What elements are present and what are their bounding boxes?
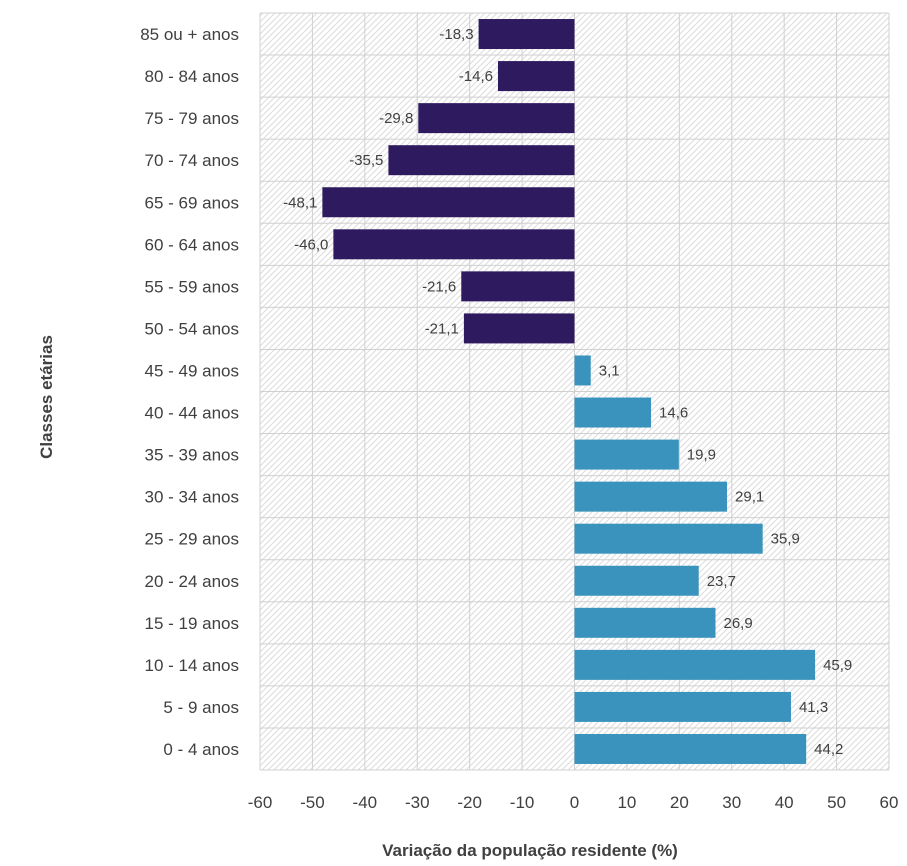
x-tick-label: -40 — [353, 793, 378, 812]
bar — [333, 229, 575, 260]
x-tick-label: -50 — [300, 793, 325, 812]
category-label: 80 - 84 anos — [144, 67, 239, 86]
bar-value-label: 19,9 — [687, 447, 716, 464]
bar-value-label: -35,5 — [349, 152, 383, 169]
bar — [574, 733, 807, 764]
y-axis-title: Classes etárias — [37, 335, 56, 459]
bar-value-label: 35,9 — [771, 531, 800, 548]
bar — [574, 481, 728, 512]
category-label: 20 - 24 anos — [144, 572, 239, 591]
category-labels: 85 ou + anos 80 - 84 anos 75 - 79 anos 70 -… — [140, 25, 239, 759]
bar-value-label: 26,9 — [724, 615, 753, 632]
bar-value-label: 45,9 — [823, 657, 852, 674]
category-label: 10 - 14 anos — [144, 656, 239, 675]
bar — [497, 61, 575, 92]
bar-value-label: -21,6 — [422, 278, 456, 295]
category-label: 60 - 64 anos — [144, 235, 239, 254]
bar — [574, 523, 763, 554]
category-label: 15 - 19 anos — [144, 614, 239, 633]
category-label: 0 - 4 anos — [163, 740, 239, 759]
bar-value-label: -18,3 — [439, 26, 473, 43]
category-label: 25 - 29 anos — [144, 530, 239, 549]
gridlines — [259, 12, 890, 771]
x-tick-label: 50 — [827, 793, 846, 812]
bar-value-label: -29,8 — [379, 110, 413, 127]
bar-value-label: -46,0 — [294, 236, 328, 253]
x-tick-label: -20 — [457, 793, 482, 812]
bar-value-label: 44,2 — [814, 741, 843, 758]
category-label: 45 - 49 anos — [144, 361, 239, 380]
bar — [574, 355, 591, 386]
bar-value-label: -48,1 — [283, 194, 317, 211]
x-tick-label: 40 — [775, 793, 794, 812]
bar-value-label: 14,6 — [659, 405, 688, 422]
bar — [388, 145, 575, 176]
bar — [478, 19, 575, 50]
x-tick-label: -60 — [248, 793, 273, 812]
bar — [574, 649, 816, 680]
category-label: 50 - 54 anos — [144, 319, 239, 338]
category-label: 40 - 44 anos — [144, 404, 239, 423]
bars: -18,3 -14,6 -29,8 -35,5 -48,1 -46,0 -21,6 -21,1… — [283, 19, 852, 764]
bar — [322, 187, 575, 218]
bar — [418, 103, 575, 134]
category-label: 65 - 69 anos — [144, 193, 239, 212]
bar-value-label: 3,1 — [599, 362, 620, 379]
x-axis-title: Variação da população residente (%) — [382, 841, 678, 860]
category-label: 75 - 79 anos — [144, 109, 239, 128]
x-tick-label: -10 — [510, 793, 535, 812]
bar-value-label: 29,1 — [735, 489, 764, 506]
bar — [463, 313, 575, 344]
x-tick-label: 10 — [617, 793, 636, 812]
bar — [574, 439, 679, 470]
category-label: 5 - 9 anos — [163, 698, 239, 717]
bar — [461, 271, 575, 302]
category-label: 35 - 39 anos — [144, 446, 239, 465]
bar-value-label: -21,1 — [425, 320, 459, 337]
category-label: 30 - 34 anos — [144, 488, 239, 507]
bar — [574, 691, 791, 722]
category-label: 70 - 74 anos — [144, 151, 239, 170]
x-tick-label: 20 — [670, 793, 689, 812]
x-tick-label: 0 — [570, 793, 579, 812]
x-tick-label: -30 — [405, 793, 430, 812]
bar — [574, 565, 699, 596]
x-tick-label: 30 — [722, 793, 741, 812]
x-tick-labels: -60 -50 -40 -30 -20 -10 0 10 20 30 40 50 60 — [248, 793, 899, 812]
bar-value-label: -14,6 — [459, 68, 493, 85]
bar — [574, 397, 652, 428]
bar — [574, 607, 716, 638]
bar-value-label: 41,3 — [799, 699, 828, 716]
category-label: 85 ou + anos — [140, 25, 239, 44]
category-label: 55 - 59 anos — [144, 277, 239, 296]
bar-value-label: 23,7 — [707, 573, 736, 590]
x-tick-label: 60 — [880, 793, 899, 812]
